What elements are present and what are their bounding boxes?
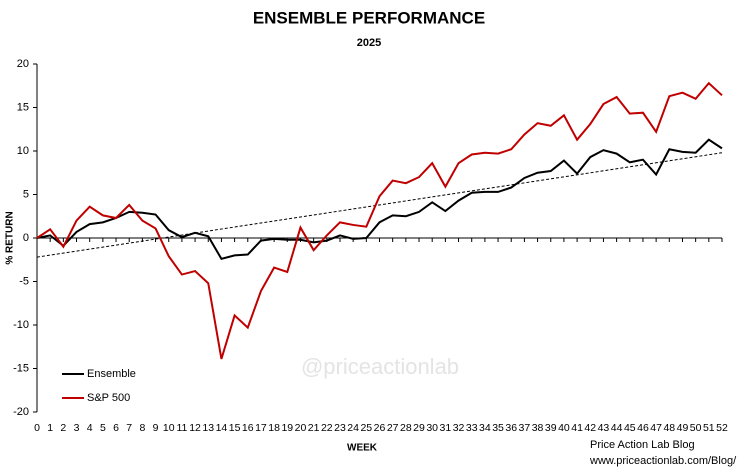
x-tick-label: 50 xyxy=(690,422,702,434)
x-tick-label: 47 xyxy=(650,422,662,434)
x-tick-label: 3 xyxy=(74,422,80,434)
y-tick-label: 5 xyxy=(23,188,29,200)
x-tick-label: 39 xyxy=(545,422,557,434)
trend-line xyxy=(36,152,723,258)
x-tick-label: 7 xyxy=(126,422,132,434)
x-tick-label: 36 xyxy=(505,422,517,434)
x-tick-label: 23 xyxy=(334,422,346,434)
y-tick-label: -20 xyxy=(13,406,29,418)
x-tick-label: 35 xyxy=(492,422,504,434)
x-tick-label: 10 xyxy=(163,422,175,434)
x-tick-label: 24 xyxy=(347,422,359,434)
x-tick-label: 11 xyxy=(176,422,187,434)
y-tick-label: -10 xyxy=(13,319,29,331)
x-tick-label: 51 xyxy=(703,422,715,434)
x-tick-label: 9 xyxy=(153,422,159,434)
x-tick-label: 46 xyxy=(637,422,649,434)
y-tick-label: -15 xyxy=(13,362,29,374)
x-tick-label: 40 xyxy=(558,422,570,434)
y-tick-label: 0 xyxy=(23,232,29,244)
x-tick-label: 4 xyxy=(87,422,93,434)
x-tick-label: 34 xyxy=(479,422,491,434)
y-tick-label: -5 xyxy=(19,275,29,287)
x-tick-label: 43 xyxy=(598,422,610,434)
x-tick-label: 42 xyxy=(584,422,596,434)
x-tick-label: 31 xyxy=(440,422,452,434)
x-tick-label: 41 xyxy=(571,422,583,434)
chart-title: ENSEMBLE PERFORMANCE xyxy=(253,8,485,27)
x-tick-label: 26 xyxy=(374,422,386,434)
x-tick-label: 28 xyxy=(400,422,412,434)
x-tick-label: 27 xyxy=(387,422,399,434)
watermark: @priceactionlab xyxy=(301,354,459,379)
footer-line: Price Action Lab Blog xyxy=(590,439,695,451)
x-tick-label: 8 xyxy=(139,422,145,434)
x-tick-label: 19 xyxy=(281,422,293,434)
chart-subtitle: 2025 xyxy=(357,37,381,49)
x-axis-label: WEEK xyxy=(347,443,378,454)
x-tick-label: 37 xyxy=(519,422,531,434)
x-tick-label: 20 xyxy=(295,422,307,434)
x-tick-label: 44 xyxy=(611,422,623,434)
x-tick-label: 21 xyxy=(308,422,320,434)
x-tick-label: 16 xyxy=(242,422,254,434)
x-tick-label: 52 xyxy=(716,422,728,434)
x-tick-label: 48 xyxy=(663,422,675,434)
y-tick-label: 10 xyxy=(17,145,29,157)
x-tick-label: 33 xyxy=(466,422,478,434)
x-tick-label: 25 xyxy=(360,422,372,434)
y-tick-label: 20 xyxy=(17,58,29,70)
series-line xyxy=(36,81,723,360)
legend-label: S&P 500 xyxy=(87,392,130,404)
x-tick-label: 0 xyxy=(34,422,40,434)
x-tick-label: 15 xyxy=(229,422,241,434)
legend-label: Ensemble xyxy=(87,368,136,380)
footer-line: www.priceactionlab.com/Blog/ xyxy=(589,455,737,467)
y-axis-label: % RETURN xyxy=(5,211,16,264)
x-tick-label: 49 xyxy=(677,422,689,434)
x-tick-label: 13 xyxy=(202,422,214,434)
x-tick-label: 30 xyxy=(426,422,438,434)
x-tick-label: 1 xyxy=(47,422,53,434)
x-tick-label: 22 xyxy=(321,422,333,434)
x-tick-label: 6 xyxy=(113,422,119,434)
x-tick-label: 38 xyxy=(532,422,544,434)
x-tick-label: 45 xyxy=(624,422,636,434)
x-tick-label: 5 xyxy=(100,422,106,434)
x-tick-label: 2 xyxy=(60,422,66,434)
y-tick-label: 15 xyxy=(17,101,29,113)
x-tick-label: 32 xyxy=(453,422,465,434)
x-tick-label: 14 xyxy=(216,422,228,434)
x-tick-label: 18 xyxy=(268,422,280,434)
x-tick-label: 12 xyxy=(189,422,201,434)
x-tick-label: 17 xyxy=(255,422,267,434)
series-line xyxy=(36,138,723,261)
x-tick-label: 29 xyxy=(413,422,425,434)
